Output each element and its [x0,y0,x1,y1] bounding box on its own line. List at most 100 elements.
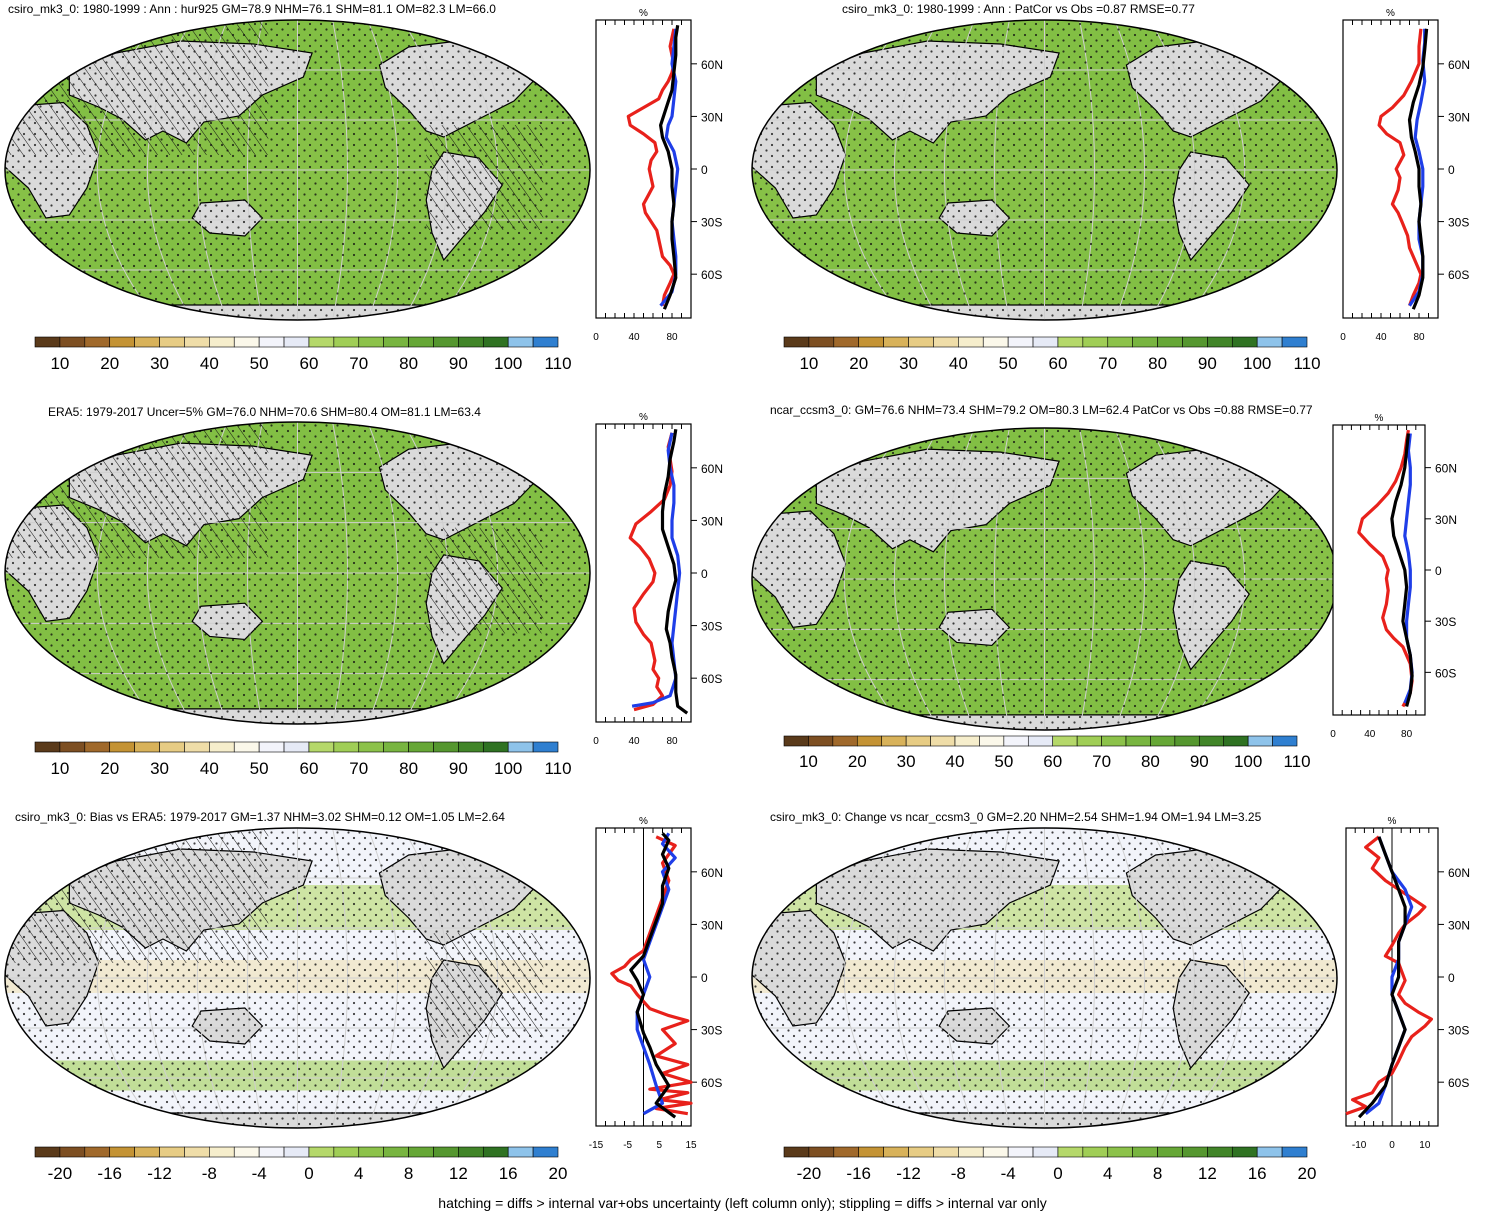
colorbar-swatch [458,336,484,348]
colorbar-label: 100 [494,354,522,373]
colorbar-label: 20 [549,1164,568,1183]
panel-title: csiro_mk3_0: 1980-1999 : Ann : PatCor vs… [842,2,1195,16]
colorbar-label: 30 [150,759,169,778]
colorbar-swatch [1157,336,1183,348]
colorbar-label: 4 [1103,1164,1112,1183]
lat-label: 30S [701,620,722,634]
colorbar-swatch [1223,735,1249,747]
colorbar-label: 0 [1053,1164,1062,1183]
colorbar-label: 50 [999,354,1018,373]
colorbar-swatch [1207,336,1233,348]
colorbar-swatch [408,1146,434,1158]
colorbar-swatch [1207,1146,1233,1158]
colorbar-swatch [383,1146,409,1158]
colorbar-label: 20 [100,759,119,778]
colorbar-swatch [308,336,335,348]
colorbar-swatch [933,336,959,348]
lat-label: 0 [1448,163,1455,177]
colorbar-swatch [458,741,484,753]
colorbar-label: 70 [349,354,368,373]
zonal-profile-p5: % 60N 30N 0 30S 60S -15 -5 5 15 [589,816,723,1151]
land-greenland [1301,439,1337,481]
profile-series-1 [635,832,677,1116]
colorbar-label: 70 [349,759,368,778]
colorbar-label: 110 [544,759,571,778]
colorbar-swatch [59,336,86,348]
profile-x-label: 80 [666,332,678,343]
lat-label: 60N [701,462,723,476]
colorbar-swatch [1132,1146,1158,1158]
hatching-sa [426,125,544,230]
lat-label: 60N [701,866,723,880]
colorbar-label: 16 [499,1164,518,1183]
colorbar-swatch [1032,1146,1059,1158]
colorbar-label: 90 [1190,752,1209,771]
colorbar-label: 80 [399,759,418,778]
colorbar-label: -20 [48,1164,73,1183]
colorbar-swatch [783,1146,810,1158]
map-p2 [752,20,1337,320]
zonal-profile-p3: % 60N 30N 0 30S 60S 0 40 80 [593,412,723,747]
colorbar-swatch [159,336,185,348]
colorbar-swatch [1132,336,1158,348]
profile-x-label: 80 [1401,729,1413,740]
profile-unit: % [1388,816,1397,827]
colorbar-label: 20 [849,354,868,373]
colorbar-swatch [184,741,210,753]
colorbar-swatch [1057,336,1084,348]
colorbar-label: 70 [1092,752,1111,771]
colorbar-swatch [184,336,210,348]
colorbar-label: 8 [1153,1164,1162,1183]
colorbar-label: 110 [1283,752,1310,771]
lat-label: 30N [1448,918,1470,932]
colorbar-swatch [84,1146,111,1158]
profile-series-2 [1407,28,1429,310]
profile-series-2 [1357,836,1407,1119]
colorbar-label: 60 [299,759,318,778]
colorbar-label: 70 [1098,354,1117,373]
lat-label: 0 [1435,564,1442,578]
colorbar-label: 50 [250,354,269,373]
profile-x-label: 80 [666,736,678,747]
colorbar-swatch [1101,735,1127,747]
colorbar-swatch [134,741,160,753]
colorbar-label: 40 [200,354,219,373]
colorbar-swatch [1272,735,1298,747]
colorbar-label: -4 [252,1164,267,1183]
profile-series-0 [628,432,674,712]
colorbar-swatch [832,735,858,747]
colorbar-swatch [982,1146,1009,1158]
colorbar-swatch [34,1146,61,1158]
map-p3 [5,422,590,724]
colorbar-swatch [233,336,260,348]
colorbar-swatch [134,336,160,348]
colorbar-swatch [532,1146,559,1158]
land-greenland [554,31,590,72]
colorbar-label: 100 [1234,752,1262,771]
lat-label: 60S [1448,268,1469,282]
land-greenland [554,839,590,880]
colorbar-swatch [258,336,285,348]
colorbar-label: 90 [449,759,468,778]
colorbar-label: 10 [50,759,69,778]
colorbar-label: 10 [799,752,818,771]
colorbar-label: 8 [404,1164,413,1183]
colorbar-label: 60 [1048,354,1067,373]
colorbar-swatch [1082,336,1109,348]
colorbar-swatch [159,741,185,753]
map-outline [751,19,1338,321]
colorbar-label: 100 [494,759,522,778]
profile-x-label: 0 [1389,1140,1395,1151]
colorbar-swatch [408,336,434,348]
colorbar-swatch [308,741,335,753]
colorbar-swatch [283,336,310,348]
colorbar-swatch [883,1146,909,1158]
profile-x-label: -15 [589,1140,604,1151]
panel-p4: ncar_ccsm3_0: GM=76.6 NHM=73.4 SHM=79.2 … [751,403,1457,771]
profile-x-label: -10 [1352,1140,1367,1151]
colorbar-swatch [209,1146,235,1158]
land-greenland [1301,31,1337,72]
colorbar-swatch [1027,735,1054,747]
colorbar-label: 20 [1298,1164,1317,1183]
colorbar-label: 90 [449,354,468,373]
